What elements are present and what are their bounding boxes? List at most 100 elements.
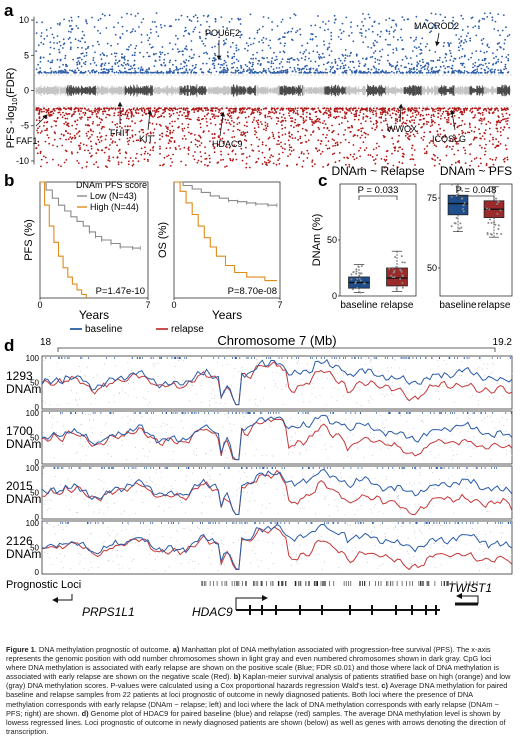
- positive-point: [455, 34, 458, 36]
- negative-point: [79, 142, 82, 145]
- negative-point: [447, 113, 450, 116]
- positive-point: [47, 60, 50, 62]
- positive-point: [486, 16, 489, 18]
- positive-point: [227, 55, 230, 58]
- negative-point: [206, 124, 209, 127]
- negative-point: [246, 125, 248, 128]
- negative-point: [436, 130, 439, 133]
- data-point: [460, 226, 463, 229]
- gene-arrow: [58, 594, 73, 601]
- positive-point: [202, 62, 204, 65]
- positive-point: [409, 71, 412, 74]
- negative-point: [335, 107, 337, 109]
- negative-point: [250, 113, 252, 116]
- positive-point: [289, 66, 292, 69]
- negative-point: [348, 107, 351, 110]
- negative-point: [76, 151, 79, 154]
- positive-point: [210, 33, 213, 36]
- positive-point: [352, 40, 355, 43]
- positive-point: [294, 14, 297, 17]
- positive-point: [134, 51, 136, 54]
- negative-point: [218, 111, 220, 113]
- negative-point: [242, 152, 245, 155]
- positive-point: [395, 23, 397, 25]
- positive-point: [138, 26, 140, 28]
- negative-point: [83, 107, 86, 110]
- negative-point: [167, 135, 170, 137]
- loci-ticks: [201, 581, 478, 586]
- positive-point: [339, 65, 342, 68]
- positive-point: [113, 71, 116, 74]
- y-tick-label: 100: [26, 519, 40, 528]
- negative-point: [37, 107, 39, 110]
- negative-point: [460, 124, 463, 127]
- negative-point: [237, 116, 240, 119]
- negative-point: [501, 113, 504, 115]
- positive-point: [256, 31, 259, 34]
- negative-point: [100, 108, 103, 110]
- negative-point: [146, 152, 149, 155]
- negative-point: [391, 108, 393, 111]
- positive-point: [328, 54, 331, 57]
- positive-point: [353, 66, 355, 69]
- negative-point: [446, 112, 449, 115]
- positive-point: [484, 62, 487, 65]
- positive-point: [499, 69, 502, 72]
- negative-point: [137, 109, 140, 111]
- positive-point: [426, 43, 429, 45]
- negative-point: [126, 109, 129, 112]
- negative-point: [393, 109, 396, 112]
- negative-point: [181, 137, 184, 140]
- positive-point: [421, 37, 424, 40]
- positive-point: [64, 70, 67, 73]
- positive-point: [423, 68, 426, 71]
- negative-point: [270, 111, 272, 114]
- positive-point: [314, 60, 317, 63]
- positive-point: [114, 55, 117, 58]
- negative-point: [152, 146, 155, 148]
- negative-point: [169, 132, 172, 135]
- negative-point: [136, 152, 138, 155]
- positive-point: [121, 53, 123, 56]
- negative-point: [269, 115, 271, 118]
- positive-point: [303, 72, 305, 74]
- negative-point: [446, 121, 449, 124]
- negative-point: [179, 110, 182, 113]
- negative-point: [48, 113, 50, 115]
- negative-point: [125, 131, 128, 134]
- positive-point: [39, 60, 42, 63]
- positive-point: [411, 71, 414, 74]
- negative-point: [158, 123, 161, 126]
- negative-point: [65, 129, 67, 132]
- positive-point: [340, 32, 343, 35]
- negative-point: [40, 110, 43, 113]
- negative-point: [401, 148, 404, 151]
- positive-point: [401, 72, 403, 74]
- negative-point: [356, 134, 359, 137]
- negative-point: [480, 122, 483, 125]
- negative-point: [299, 137, 302, 140]
- chromosome-band: [35, 85, 67, 96]
- negative-point: [68, 113, 71, 115]
- negative-point: [105, 134, 108, 137]
- negative-point: [448, 107, 451, 110]
- negative-point: [461, 129, 463, 132]
- negative-point: [334, 144, 337, 147]
- negative-point: [155, 123, 158, 126]
- negative-point: [222, 158, 225, 161]
- negative-point: [479, 119, 481, 122]
- negative-point: [389, 126, 392, 129]
- negative-point: [396, 120, 399, 123]
- negative-point: [217, 108, 220, 111]
- negative-point: [422, 107, 424, 110]
- positive-point: [374, 61, 377, 63]
- negative-point: [324, 111, 327, 114]
- negative-point: [318, 149, 321, 152]
- positive-point: [267, 67, 270, 70]
- positive-point: [158, 59, 161, 61]
- negative-point: [256, 111, 259, 113]
- negative-point: [420, 137, 423, 139]
- negative-point: [380, 117, 383, 119]
- negative-point: [370, 108, 373, 111]
